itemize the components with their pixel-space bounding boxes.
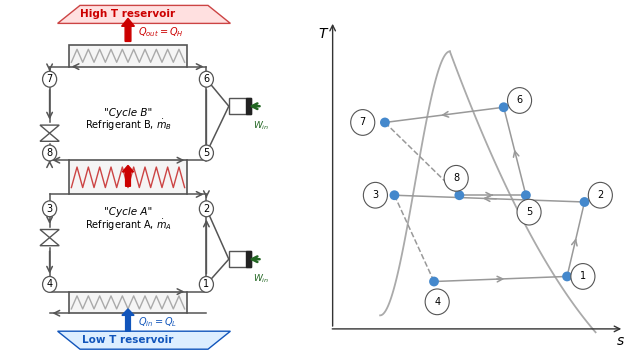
Text: 6: 6 bbox=[204, 74, 209, 84]
Text: 2: 2 bbox=[597, 190, 604, 200]
Point bbox=[521, 192, 531, 198]
Circle shape bbox=[42, 145, 57, 161]
Circle shape bbox=[351, 109, 375, 135]
Circle shape bbox=[200, 201, 214, 217]
Text: 5: 5 bbox=[204, 148, 209, 158]
Point bbox=[454, 192, 465, 198]
Text: 8: 8 bbox=[47, 148, 52, 158]
Circle shape bbox=[588, 183, 612, 208]
Text: $Q_{in} = Q_L$: $Q_{in} = Q_L$ bbox=[138, 315, 177, 329]
Bar bbox=[246, 98, 252, 114]
Circle shape bbox=[42, 201, 57, 217]
FancyArrow shape bbox=[122, 309, 134, 331]
Polygon shape bbox=[58, 5, 230, 23]
Bar bbox=[246, 251, 252, 267]
Text: $Q_{out} = Q_H$: $Q_{out} = Q_H$ bbox=[138, 26, 183, 39]
Bar bbox=[229, 98, 252, 114]
Text: Low T reservoir: Low T reservoir bbox=[83, 335, 173, 345]
Bar bbox=[69, 292, 187, 313]
Text: 7: 7 bbox=[47, 74, 52, 84]
Text: $W_{in}$: $W_{in}$ bbox=[253, 273, 269, 285]
Text: 5: 5 bbox=[526, 207, 532, 217]
Text: 1: 1 bbox=[204, 279, 209, 289]
Text: "Cycle A": "Cycle A" bbox=[104, 207, 152, 217]
Text: 8: 8 bbox=[453, 173, 460, 183]
FancyArrow shape bbox=[122, 18, 134, 41]
Circle shape bbox=[425, 289, 449, 315]
Point bbox=[562, 274, 572, 279]
Text: 3: 3 bbox=[372, 190, 378, 200]
Text: 3: 3 bbox=[47, 204, 52, 214]
Circle shape bbox=[444, 166, 468, 191]
Text: High T reservoir: High T reservoir bbox=[81, 9, 175, 19]
Circle shape bbox=[364, 183, 387, 208]
Point bbox=[429, 279, 439, 284]
Circle shape bbox=[508, 87, 532, 113]
Text: 4: 4 bbox=[47, 279, 52, 289]
FancyArrow shape bbox=[122, 166, 134, 186]
Bar bbox=[229, 251, 252, 267]
Bar bbox=[69, 45, 187, 67]
Circle shape bbox=[200, 276, 214, 292]
Text: 2: 2 bbox=[204, 204, 209, 214]
Point bbox=[380, 120, 390, 125]
Text: 6: 6 bbox=[516, 95, 523, 105]
Polygon shape bbox=[58, 331, 230, 349]
Circle shape bbox=[42, 276, 57, 292]
Circle shape bbox=[200, 145, 214, 161]
Text: Refrigerant B, $\dot{m}_B$: Refrigerant B, $\dot{m}_B$ bbox=[84, 117, 172, 133]
Circle shape bbox=[200, 71, 214, 87]
Point bbox=[499, 104, 509, 110]
Text: "Cycle B": "Cycle B" bbox=[104, 108, 152, 117]
Circle shape bbox=[571, 264, 595, 289]
Text: s: s bbox=[618, 334, 625, 348]
Text: Refrigerant A, $\dot{m}_A$: Refrigerant A, $\dot{m}_A$ bbox=[84, 217, 172, 233]
Point bbox=[389, 192, 399, 198]
Bar bbox=[69, 160, 187, 194]
Text: 1: 1 bbox=[580, 271, 586, 282]
Point bbox=[579, 199, 589, 205]
Text: $W_{in}$: $W_{in}$ bbox=[253, 120, 269, 132]
Circle shape bbox=[42, 71, 57, 87]
Text: 4: 4 bbox=[434, 297, 440, 307]
Circle shape bbox=[517, 199, 541, 225]
Text: T: T bbox=[319, 27, 328, 41]
Text: 7: 7 bbox=[360, 117, 366, 127]
